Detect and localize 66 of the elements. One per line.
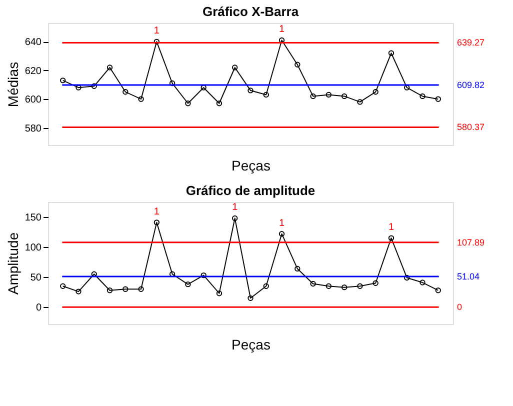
ref-line-label: 0 [457,302,462,312]
point [310,280,316,287]
y-axis-title: Amplitude [4,232,21,295]
y-axis-title: Médias [4,62,21,108]
y-tick-label: 50 [30,272,42,284]
point [294,266,300,272]
point [138,286,144,292]
point [341,93,348,100]
ref-line-label: 639.27 [457,38,485,48]
chart-title: Gráfico de amplitude [186,183,316,198]
annotation: 1 [232,202,238,214]
annotation: 1 [388,222,394,234]
y-tick-label: 580 [24,123,42,134]
point [294,62,300,68]
point [263,92,269,98]
point [341,284,348,290]
point [248,88,254,94]
point [154,220,160,226]
point [200,272,206,278]
point [372,280,378,286]
point [122,286,128,292]
point [278,231,285,237]
point [310,93,316,100]
point [357,99,363,105]
point [122,89,128,95]
point [76,288,82,294]
annotation: 1 [278,218,285,229]
y-tick-label: 150 [24,212,42,224]
point [232,215,238,222]
point [388,50,394,56]
point [216,290,222,296]
point [106,64,113,70]
point [404,274,410,281]
point [248,295,254,301]
point [326,92,332,98]
point [388,235,394,241]
ref-line-label: 609.82 [457,80,485,90]
point [185,100,191,106]
point [357,283,363,289]
annotation: 1 [154,26,160,37]
chart-title: Gráfico X-Barra [202,4,300,19]
y-tick-label: 640 [24,37,42,48]
point [106,288,113,294]
point [232,64,238,70]
point [420,280,426,286]
x-axis-title: Peças [232,336,270,352]
ref-line-label: 107.89 [457,237,485,248]
point [420,93,426,100]
x-axis-title: Peças [232,158,270,174]
y-tick-label: 100 [24,242,42,254]
point [372,89,378,95]
point [185,281,191,288]
point [138,96,144,102]
y-tick-label: 620 [24,66,42,77]
point [216,100,222,106]
point [326,283,332,289]
y-tick-label: 600 [24,94,42,106]
ref-line-label: 51.04 [457,272,480,282]
point [154,38,160,44]
point [169,80,176,86]
y-tick-label: 0 [36,302,42,314]
point [91,83,97,89]
ref-line-label: 580.37 [457,122,485,132]
annotation: 1 [154,206,160,218]
annotation: 1 [278,24,285,36]
point [263,283,269,289]
